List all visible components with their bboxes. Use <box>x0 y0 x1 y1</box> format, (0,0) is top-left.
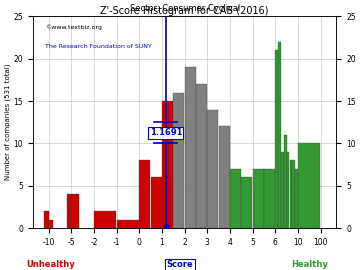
Bar <box>94 211 116 228</box>
Bar <box>289 160 292 228</box>
Bar <box>49 220 53 228</box>
Bar <box>298 143 320 228</box>
Bar <box>174 93 184 228</box>
Bar <box>287 152 289 228</box>
Text: The Research Foundation of SUNY: The Research Foundation of SUNY <box>45 44 152 49</box>
Y-axis label: Number of companies (531 total): Number of companies (531 total) <box>4 64 11 181</box>
Bar <box>44 211 49 228</box>
Bar <box>117 220 139 228</box>
Bar <box>151 177 162 228</box>
Title: Z'-Score Histogram for CAB (2016): Z'-Score Histogram for CAB (2016) <box>100 6 269 16</box>
Text: Score: Score <box>167 260 193 269</box>
Bar <box>196 84 207 228</box>
Bar <box>207 110 219 228</box>
Bar <box>284 135 287 228</box>
Bar <box>242 177 252 228</box>
Text: Unhealthy: Unhealthy <box>26 260 75 269</box>
Bar <box>264 169 275 228</box>
Text: 1.1691: 1.1691 <box>149 128 182 137</box>
Bar <box>139 160 150 228</box>
Bar <box>185 67 196 228</box>
Bar <box>230 169 241 228</box>
Bar <box>295 169 298 228</box>
Bar <box>71 194 79 228</box>
Text: Healthy: Healthy <box>291 260 328 269</box>
Bar <box>253 169 264 228</box>
Bar <box>275 50 278 228</box>
Bar <box>67 194 71 228</box>
Bar <box>162 101 173 228</box>
Text: Sector: Consumer Cyclical: Sector: Consumer Cyclical <box>130 4 240 13</box>
Text: ©www.textbiz.org: ©www.textbiz.org <box>45 25 102 31</box>
Bar <box>281 152 284 228</box>
Bar <box>292 160 295 228</box>
Bar <box>278 42 281 228</box>
Bar <box>219 126 230 228</box>
